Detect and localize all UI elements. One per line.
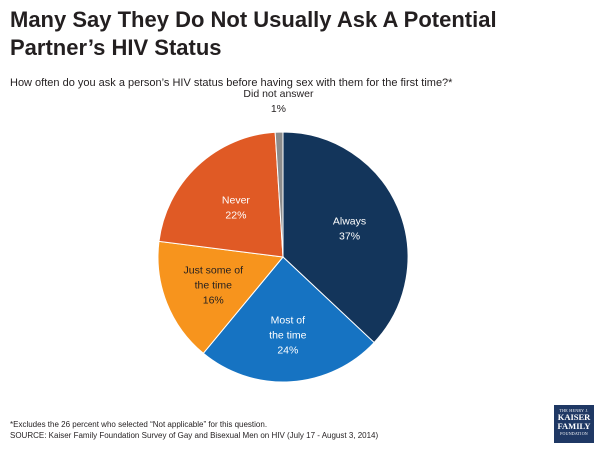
footnote-note: *Excludes the 26 percent who selected “N… [10, 420, 268, 429]
kff-logo: THE HENRY J. KAISER FAMILY FOUNDATION [554, 405, 594, 443]
pie-labels: Always 37% Most of the time 24% Just some of t… [184, 88, 367, 356]
pie-chart: Always 37% Most of the time 24% Just some of t… [157, 88, 409, 383]
pie-label-just-some-of-the-time: Just some of the time 16% [184, 265, 244, 307]
chart-title: Many Say They Do Not Usually Ask A Poten… [10, 7, 497, 60]
chart-subtitle: How often do you ask a person’s HIV stat… [10, 77, 453, 89]
pie-slice-always [282, 131, 409, 344]
pie-slice-just-some-of-the-time [157, 240, 284, 355]
pie-label-never: Never 22% [222, 194, 251, 221]
pie-slice-did-not-answer [274, 131, 284, 258]
pie-slice-most-of-the-time [202, 256, 375, 383]
footnote-source: SOURCE: Kaiser Family Foundation Survey … [10, 431, 379, 440]
pie-label-always: Always 37% [333, 216, 366, 243]
pie-label-most-of-the-time: Most of the time 24% [269, 314, 307, 356]
pie-slices [157, 131, 409, 383]
pie-label-did-not-answer: Did not answer 1% [243, 88, 314, 115]
pie-slice-never [158, 131, 284, 258]
footnote: *Excludes the 26 percent who selected “N… [10, 419, 530, 441]
